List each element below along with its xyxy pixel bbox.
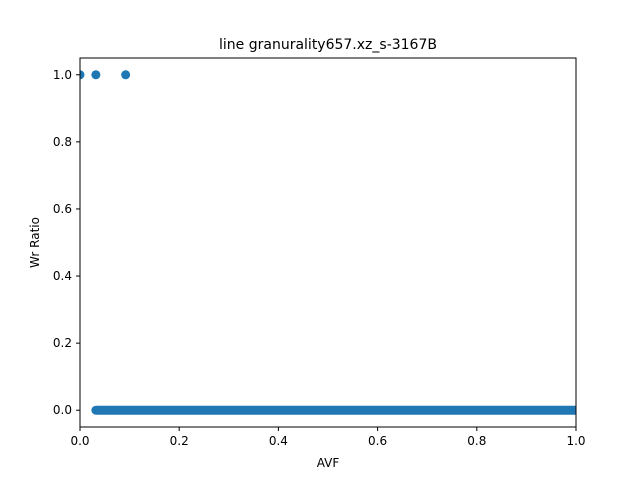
x-tick-label: 0.8	[467, 434, 486, 448]
data-point-2	[121, 70, 131, 80]
y-axis-label: Wr Ratio	[28, 217, 42, 268]
y-axis: 0.0 0.2 0.4 0.6 0.8 1.0	[53, 68, 80, 417]
x-tick-label: 0.0	[70, 434, 89, 448]
x-axis: 0.0 0.2 0.4 0.6 0.8 1.0	[70, 427, 586, 448]
chart-title: line granurality657.xz_s-3167B	[219, 37, 437, 53]
x-tick-label: 0.6	[368, 434, 387, 448]
x-tick-label: 0.2	[170, 434, 189, 448]
x-axis-label: AVF	[317, 456, 340, 470]
y-tick-label: 0.6	[53, 202, 72, 216]
data-point-1	[91, 70, 101, 80]
y-tick-label: 0.0	[53, 403, 72, 417]
x-tick-label: 0.4	[269, 434, 288, 448]
x-tick-label: 1.0	[566, 434, 585, 448]
data-point-0	[80, 70, 85, 80]
y-tick-label: 0.8	[53, 135, 72, 149]
y-tick-label: 0.2	[53, 336, 72, 350]
plot-frame	[79, 57, 577, 428]
y-tick-label: 1.0	[53, 68, 72, 82]
y-tick-label: 0.4	[53, 269, 72, 283]
points-layer	[80, 70, 576, 415]
